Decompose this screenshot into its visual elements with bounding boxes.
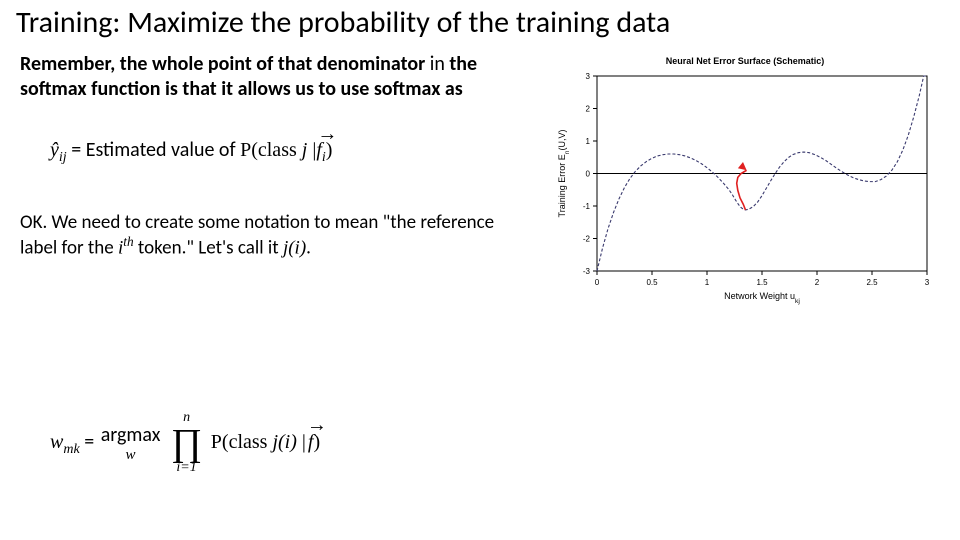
eq2-prod-block: n ∏ i=1 bbox=[171, 410, 202, 476]
eq2-argmax: argmax bbox=[101, 423, 161, 447]
slide-title: Training: Maximize the probability of th… bbox=[16, 4, 670, 41]
svg-text:0.5: 0.5 bbox=[646, 278, 658, 287]
equation-1: ŷij = Estimated value of P(class j |→fi) bbox=[20, 138, 520, 167]
eq2-argmax-block: argmax w bbox=[101, 423, 161, 464]
eq1-f: →f bbox=[316, 139, 322, 161]
eq2-f: →f bbox=[306, 431, 314, 453]
svg-text:Network Weight ukj: Network Weight ukj bbox=[724, 291, 800, 305]
paragraph-1: Remember, the whole point of that denomi… bbox=[20, 52, 520, 102]
svg-text:1: 1 bbox=[705, 278, 710, 287]
equation-2: wmk = argmax w n ∏ i=1 P(class j(i) |→f) bbox=[50, 410, 320, 476]
eq2-prod: ∏ bbox=[171, 426, 202, 460]
chart-svg: 0 0.5 1 1.5 2 2.5 3 -3 -2 -1 0 1 2 3 Network Weight uk… bbox=[545, 66, 945, 306]
p1-c: softmax as bbox=[374, 77, 463, 101]
eq2-argmax-sub: w bbox=[101, 447, 161, 464]
eq1-j: j bbox=[302, 139, 313, 161]
p2-dot: . bbox=[306, 237, 311, 260]
svg-text:1: 1 bbox=[586, 137, 591, 146]
chart-title-text: Neural Net Error Surface (Schematic) bbox=[666, 56, 825, 66]
svg-text:2: 2 bbox=[815, 278, 820, 287]
svg-text:-2: -2 bbox=[583, 235, 591, 244]
eq2-ji: j(i) bbox=[272, 431, 301, 453]
chart-title: Neural Net Error Surface (Schematic) bbox=[545, 56, 945, 66]
svg-text:-1: -1 bbox=[583, 202, 591, 211]
eq1-txt: Estimated value of bbox=[86, 138, 240, 162]
error-surface-chart: Neural Net Error Surface (Schematic) 0 0.… bbox=[545, 56, 945, 311]
svg-text:-3: -3 bbox=[583, 267, 591, 276]
svg-text:0: 0 bbox=[586, 170, 591, 179]
p2-ji: j(i) bbox=[283, 238, 306, 259]
title-text: Training: Maximize the probability of th… bbox=[16, 4, 670, 41]
p2-b: token." Let's call it bbox=[134, 237, 283, 260]
eq2-wsub: mk bbox=[63, 442, 79, 457]
eq1-lhs: ŷ bbox=[50, 139, 59, 161]
p1-in: in bbox=[425, 52, 449, 76]
eq1-popen: P(class bbox=[240, 139, 302, 161]
p1-a: Remember, the whole point of that denomi… bbox=[20, 52, 425, 76]
svg-text:Training Error En(U,V): Training Error En(U,V) bbox=[557, 130, 571, 218]
eq2-w: w bbox=[50, 431, 63, 453]
svg-text:2: 2 bbox=[586, 105, 591, 114]
svg-text:3: 3 bbox=[925, 278, 930, 287]
eq1-sub: ij bbox=[59, 150, 67, 165]
eq1-eq: = bbox=[71, 138, 85, 162]
paragraph-2: OK. We need to create some notation to m… bbox=[20, 211, 520, 261]
svg-text:3: 3 bbox=[586, 72, 591, 81]
svg-text:1.5: 1.5 bbox=[756, 278, 768, 287]
svg-text:2.5: 2.5 bbox=[866, 278, 878, 287]
eq2-popen: P(class bbox=[211, 431, 273, 453]
p2-th: th bbox=[123, 234, 133, 249]
eq2-eq: = bbox=[84, 430, 98, 454]
svg-text:0: 0 bbox=[595, 278, 600, 287]
body-text: Remember, the whole point of that denomi… bbox=[20, 52, 520, 260]
